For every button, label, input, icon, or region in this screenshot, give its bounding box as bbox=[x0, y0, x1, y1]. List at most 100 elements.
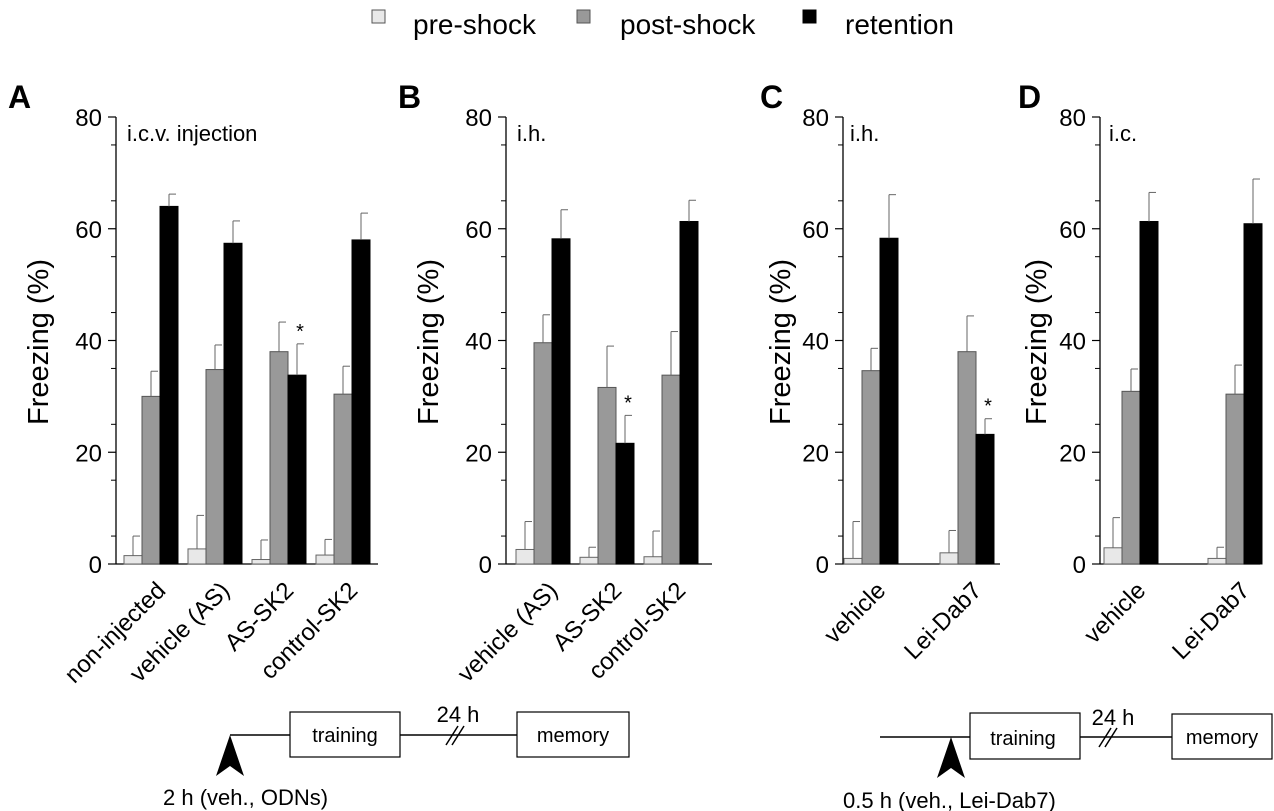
panel-a-bar-pre-shock-control-sk2 bbox=[315, 554, 335, 565]
legend-swatch-retention bbox=[802, 9, 817, 24]
panel-b-bar-post-shock-control-sk2 bbox=[661, 374, 681, 565]
panel-letter-c: C bbox=[760, 79, 783, 115]
timeline-right-training-label: training bbox=[990, 728, 1056, 750]
panel-a-bar-retention-vehicle-as bbox=[223, 242, 243, 565]
panel-a-y-tick-label: 80 bbox=[75, 105, 102, 132]
timeline-right-injection-arrow bbox=[937, 737, 965, 778]
panel-a-bar-post-shock-control-sk2 bbox=[333, 393, 353, 565]
panel-c-y-tick-label: 60 bbox=[802, 217, 829, 244]
legend-label-retention: retention bbox=[845, 9, 954, 40]
panel-b-y-tick-label: 60 bbox=[465, 217, 492, 244]
panel-b-bar-pre-shock-as-sk2 bbox=[579, 556, 599, 565]
panel-c-bar-retention-lei-dab7 bbox=[975, 433, 995, 565]
panel-c-significance-lei-dab7: * bbox=[984, 396, 992, 418]
timeline-right-interval-label: 24 h bbox=[1092, 705, 1135, 730]
panel-d-bar-pre-shock-vehicle bbox=[1103, 547, 1123, 565]
panel-d-bar-retention-vehicle bbox=[1139, 220, 1159, 565]
panel-c-bar-pre-shock-lei-dab7 bbox=[939, 552, 959, 565]
panel-b-y-tick-label: 80 bbox=[465, 105, 492, 132]
panel-a-bar-pre-shock-non-injected bbox=[123, 555, 143, 565]
panel-a-bar-pre-shock-vehicle-as bbox=[187, 548, 207, 565]
panel-a-y-tick-label: 0 bbox=[89, 552, 102, 579]
panel-d-category-label-lei-dab7: Lei-Dab7 bbox=[1167, 577, 1255, 665]
panel-letter-d: D bbox=[1018, 79, 1041, 115]
panel-d-y-tick-label: 40 bbox=[1059, 329, 1086, 356]
panel-letter-a: A bbox=[8, 79, 31, 115]
panel-d-annotation: i.c. bbox=[1109, 121, 1137, 146]
panel-c-y-tick-label: 20 bbox=[802, 440, 829, 467]
panel-c-bar-pre-shock-vehicle bbox=[843, 557, 863, 565]
panel-d-y-tick-label: 80 bbox=[1059, 105, 1086, 132]
timeline-left-injection-label: 2 h (veh., ODNs) bbox=[163, 785, 328, 810]
timeline-left-injection-arrow bbox=[216, 735, 244, 776]
panel-d-category-label-vehicle: vehicle bbox=[1079, 577, 1151, 649]
panel-b-annotation: i.h. bbox=[517, 121, 546, 146]
panel-a-y-axis-title: Freezing (%) bbox=[23, 259, 55, 425]
timeline-left-training-label: training bbox=[312, 725, 378, 747]
panel-c-bar-post-shock-vehicle bbox=[861, 370, 881, 565]
panel-b-category-label-vehicle-as: vehicle (AS) bbox=[453, 577, 564, 688]
timeline-left-memory-label: memory bbox=[537, 725, 609, 747]
panel-b-bar-post-shock-as-sk2 bbox=[597, 386, 617, 565]
panel-c-bar-post-shock-lei-dab7 bbox=[957, 351, 977, 565]
panel-b-bar-pre-shock-control-sk2 bbox=[643, 556, 663, 565]
timeline-right-memory-label: memory bbox=[1186, 727, 1258, 749]
timeline-right-break-mark-1 bbox=[1098, 727, 1112, 748]
panel-a-y-tick-label: 40 bbox=[75, 329, 102, 356]
panel-a-bar-retention-non-injected bbox=[159, 205, 179, 565]
panel-b-bar-retention-control-sk2 bbox=[679, 220, 699, 565]
timeline-right-training-box bbox=[969, 712, 1081, 760]
panel-a-bar-retention-as-sk2 bbox=[287, 374, 307, 565]
panel-b-y-axis-title: Freezing (%) bbox=[413, 259, 445, 425]
timeline-left-interval-label: 24 h bbox=[437, 702, 480, 727]
panel-c-bar-retention-vehicle bbox=[879, 237, 899, 565]
panel-c-y-tick-label: 0 bbox=[816, 552, 829, 579]
panel-b-y-tick-label: 40 bbox=[465, 329, 492, 356]
legend: pre-shock post-shock retention bbox=[371, 9, 954, 40]
legend-swatch-pre-shock bbox=[371, 9, 386, 24]
panel-a-significance-as-sk2: * bbox=[296, 321, 304, 343]
panel-a-bar-retention-control-sk2 bbox=[351, 239, 371, 565]
panel-a-bar-pre-shock-as-sk2 bbox=[251, 559, 271, 565]
timeline-right-memory-box bbox=[1171, 713, 1273, 760]
panel-a-annotation: i.c.v. injection bbox=[127, 121, 257, 146]
panel-a-y-tick-label: 20 bbox=[75, 440, 102, 467]
panel-d-bar-post-shock-vehicle bbox=[1121, 390, 1141, 565]
legend-label-pre-shock: pre-shock bbox=[413, 9, 537, 40]
panel-c-plot: 0 20 40 60 80 vehicle * Lei-Dab7 bbox=[802, 105, 1000, 665]
panel-b-bar-post-shock-vehicle-as bbox=[533, 342, 553, 565]
panel-d-y-tick-label: 20 bbox=[1059, 440, 1086, 467]
panel-c-y-tick-label: 40 bbox=[802, 329, 829, 356]
timeline-left-break-mark-1 bbox=[445, 725, 459, 746]
panel-d-bar-retention-lei-dab7 bbox=[1243, 223, 1263, 565]
panel-d-y-axis-title: Freezing (%) bbox=[1021, 259, 1053, 425]
panel-b-bar-retention-as-sk2 bbox=[615, 442, 635, 565]
panel-c-annotation: i.h. bbox=[850, 121, 879, 146]
panel-a-bar-post-shock-non-injected bbox=[141, 395, 161, 565]
panel-b-y-tick-label: 0 bbox=[479, 552, 492, 579]
timeline-left-memory-box bbox=[516, 711, 630, 758]
timeline-left: training 24 h memory 2 h (veh., ODNs) bbox=[163, 702, 630, 810]
panel-d-plot: 0 20 40 60 80 vehicle Lei-Dab7 bbox=[1059, 105, 1263, 665]
legend-swatch-post-shock bbox=[576, 9, 591, 24]
panel-b-bar-pre-shock-vehicle-as bbox=[515, 548, 535, 565]
panel-c-y-axis-title: Freezing (%) bbox=[765, 259, 797, 425]
panel-b-significance-as-sk2: * bbox=[624, 392, 632, 414]
panel-b-bar-retention-vehicle-as bbox=[551, 238, 571, 565]
panel-d-bar-pre-shock-lei-dab7 bbox=[1207, 557, 1227, 565]
legend-label-post-shock: post-shock bbox=[620, 9, 756, 40]
panel-c-category-label-lei-dab7: Lei-Dab7 bbox=[899, 577, 987, 665]
timeline-left-break-mark-2 bbox=[451, 725, 465, 746]
panel-a-y-tick-label: 60 bbox=[75, 217, 102, 244]
panel-a-bar-post-shock-as-sk2 bbox=[269, 351, 289, 565]
panel-a-bar-post-shock-vehicle-as bbox=[205, 369, 225, 565]
timeline-right-injection-label: 0.5 h (veh., Lei-Dab7) bbox=[843, 788, 1056, 811]
timeline-right: training 24 h memory 0.5 h (veh., Lei-Da… bbox=[843, 705, 1273, 811]
panel-d-y-tick-label: 60 bbox=[1059, 217, 1086, 244]
panel-b-y-tick-label: 20 bbox=[465, 440, 492, 467]
timeline-right-break-mark-2 bbox=[1104, 727, 1118, 748]
panel-c-y-tick-label: 80 bbox=[802, 105, 829, 132]
